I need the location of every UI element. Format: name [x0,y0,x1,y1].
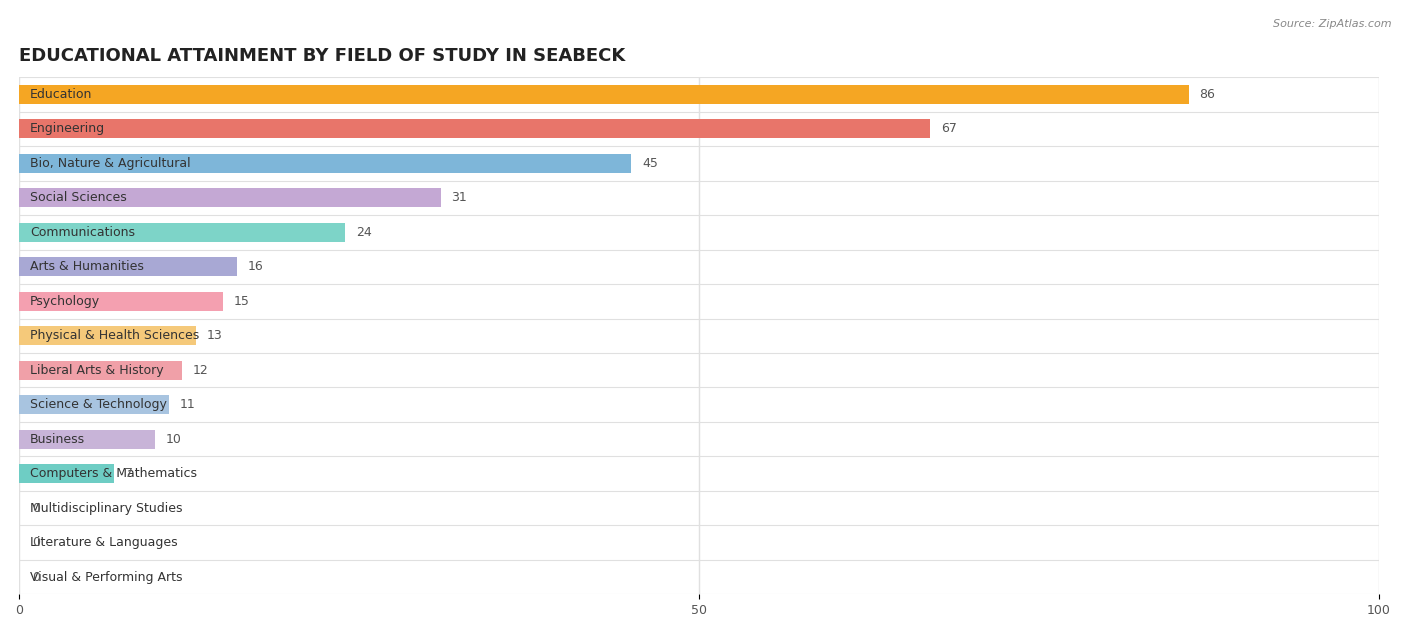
Text: Social Sciences: Social Sciences [30,191,127,204]
Text: Education: Education [30,88,93,101]
Bar [20,430,155,449]
Text: 12: 12 [193,364,209,377]
Bar [20,361,183,380]
Text: Computers & Mathematics: Computers & Mathematics [30,467,197,480]
Bar [20,154,631,173]
Bar [20,257,236,276]
Text: 15: 15 [233,295,250,308]
Text: 16: 16 [247,260,263,273]
Text: 10: 10 [166,433,181,446]
Bar [20,85,1188,104]
Text: 31: 31 [451,191,467,204]
Text: 0: 0 [32,502,41,514]
Bar [20,223,346,242]
Text: Literature & Languages: Literature & Languages [30,536,177,549]
Bar [20,292,224,311]
Bar [20,395,169,414]
Text: EDUCATIONAL ATTAINMENT BY FIELD OF STUDY IN SEABECK: EDUCATIONAL ATTAINMENT BY FIELD OF STUDY… [20,47,626,64]
Text: Bio, Nature & Agricultural: Bio, Nature & Agricultural [30,157,190,170]
Bar [20,464,114,483]
Text: Source: ZipAtlas.com: Source: ZipAtlas.com [1274,19,1392,29]
Text: 11: 11 [180,398,195,411]
Text: 45: 45 [643,157,658,170]
Bar [20,119,931,138]
Text: Business: Business [30,433,84,446]
Text: 7: 7 [125,467,134,480]
Text: Multidisciplinary Studies: Multidisciplinary Studies [30,502,183,514]
Text: Physical & Health Sciences: Physical & Health Sciences [30,329,200,343]
Text: 24: 24 [356,226,373,239]
Text: Psychology: Psychology [30,295,100,308]
Text: 0: 0 [32,536,41,549]
Bar [20,188,440,207]
Text: Arts & Humanities: Arts & Humanities [30,260,143,273]
Text: Engineering: Engineering [30,123,105,135]
Text: Communications: Communications [30,226,135,239]
Text: 86: 86 [1199,88,1215,101]
Text: Visual & Performing Arts: Visual & Performing Arts [30,571,183,583]
Text: Liberal Arts & History: Liberal Arts & History [30,364,163,377]
Bar [20,326,195,345]
Text: 13: 13 [207,329,222,343]
Text: 0: 0 [32,571,41,583]
Text: Science & Technology: Science & Technology [30,398,167,411]
Text: 67: 67 [941,123,957,135]
